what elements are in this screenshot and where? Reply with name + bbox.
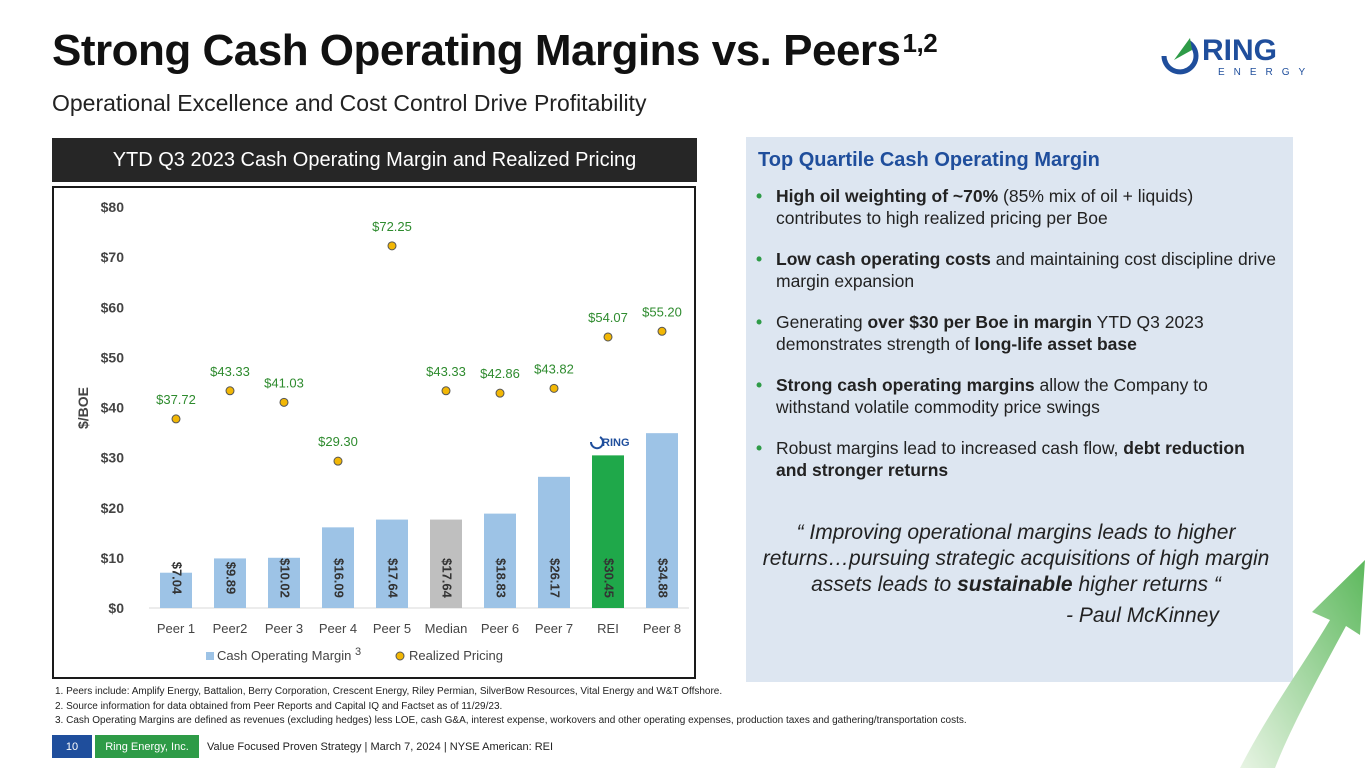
price-point [171,414,181,424]
logo-text: RING [1202,34,1277,67]
title-footnote-ref: 1,2 [902,28,938,58]
bar-value-label: $10.02 [278,558,293,598]
bar-value-label: $16.09 [332,558,347,598]
x-tick-label: Peer 1 [157,621,195,636]
bar [160,572,192,608]
y-tick-label: $20 [101,500,125,516]
bar [592,455,624,608]
quote-author: - Paul McKinney [1066,604,1219,627]
y-tick-label: $50 [101,349,125,365]
y-tick-label: $40 [101,400,125,416]
x-tick-label: Peer 3 [265,621,303,636]
price-label: $41.03 [264,375,304,390]
y-tick-label: $60 [101,299,125,315]
ring-energy-logo: RING ENERGY [1161,34,1314,78]
highlights-panel: Top Quartile Cash Operating Margin • High… [746,137,1293,682]
price-point [333,456,343,466]
x-tick-label: Peer2 [213,621,248,636]
price-point [549,383,559,393]
ring-logo-text: RING [602,437,630,449]
bar-value-label: $26.17 [548,558,563,598]
bar [538,476,570,608]
bullet-item: • High oil weighting of ~70% (85% mix of … [756,186,1194,228]
bar-value-label: $30.45 [602,558,617,598]
panel-title: Top Quartile Cash Operating Margin [758,149,1100,171]
legend-label-margin: Cash Operating Margin [217,648,351,663]
x-tick-label: Peer 8 [643,621,681,636]
logo-subtext: ENERGY [1218,67,1314,78]
company-name: Ring Energy, Inc. [95,735,199,758]
bar-value-label: $9.89 [224,562,239,595]
bar-value-label: $34.88 [656,558,671,598]
bar [646,433,678,608]
x-tick-label: Peer 7 [535,621,573,636]
chart-header: YTD Q3 2023 Cash Operating Margin and Re… [52,138,697,182]
footnote-2: 2. Source information for data obtained … [55,700,503,712]
price-point [657,326,667,336]
bar [322,527,354,608]
legend-swatch-margin [206,652,214,660]
bullet-item: • Low cash operating costs and maintainin… [756,249,1276,291]
legend-swatch-pricing [395,651,405,661]
bar-value-label: $17.64 [386,558,401,599]
bullet-list: • High oil weighting of ~70% (85% mix of … [756,185,1276,500]
bar-value-label: $18.83 [494,558,509,598]
y-tick-label: $0 [108,600,124,616]
legend-footnote-ref: 3 [355,646,361,658]
y-tick-label: $30 [101,450,125,466]
price-label: $43.33 [426,364,466,379]
bar-value-label: $17.64 [440,558,455,599]
footer: 10 Ring Energy, Inc. Value Focused Prove… [52,735,553,758]
price-label: $54.07 [588,310,628,325]
bar [484,513,516,608]
page-title: Strong Cash Operating Margins vs. Peers1… [52,26,938,75]
price-label: $43.33 [210,364,250,379]
bar-value-label: $7.04 [170,562,185,595]
growth-arrow-icon [1240,560,1365,768]
price-point [225,386,235,396]
margin-pricing-chart: $0 $10 $20 $30 $40 $50 $60 $70 $80 $/BOE $7.04 Peer… [75,199,689,663]
ring-logo-icon [589,436,604,450]
bullet-item: • Strong cash operating margins allow the… [756,375,1208,417]
y-tick-label: $10 [101,550,125,566]
price-label: $37.72 [156,392,196,407]
y-axis-label: $/BOE [75,387,91,429]
bar [430,519,462,608]
x-tick-label: Peer 4 [319,621,357,636]
footnotes: 1. Peers include: Amplify Energy, Battal… [55,685,967,729]
page-number: 10 [52,735,92,758]
footer-text: Value Focused Proven Strategy | March 7,… [207,740,554,753]
x-tick-label: Peer 5 [373,621,411,636]
price-point [387,241,397,251]
price-point [441,386,451,396]
bar [268,557,300,608]
price-label: $29.30 [318,434,358,449]
price-label: $55.20 [642,304,682,319]
price-label: $43.82 [534,361,574,376]
y-tick-label: $70 [101,249,125,265]
footnote-3: 3. Cash Operating Margins are defined as… [55,715,967,726]
ceo-quote: “ Improving operational margins leads to… [762,521,1270,596]
price-label: $42.86 [480,366,520,381]
y-tick-label: $80 [101,199,125,215]
chart-frame: $0 $10 $20 $30 $40 $50 $60 $70 $80 $/BOE $7.04 Peer… [52,186,696,679]
legend-label-pricing: Realized Pricing [409,648,503,663]
x-tick-label: Median [425,621,468,636]
price-label: $72.25 [372,219,412,234]
price-point [603,332,613,342]
x-tick-label: REI [597,621,619,636]
bullet-item: • Robust margins lead to increased cash f… [756,438,1245,480]
footnote-1: 1. Peers include: Amplify Energy, Battal… [55,686,723,697]
page-subtitle: Operational Excellence and Cost Control … [52,90,647,116]
x-tick-label: Peer 6 [481,621,519,636]
bullet-item: • Generating over $30 per Boe in margin Y… [756,312,1204,354]
bar [376,519,408,608]
bar [214,558,246,608]
price-point [279,397,289,407]
price-point [495,388,505,398]
